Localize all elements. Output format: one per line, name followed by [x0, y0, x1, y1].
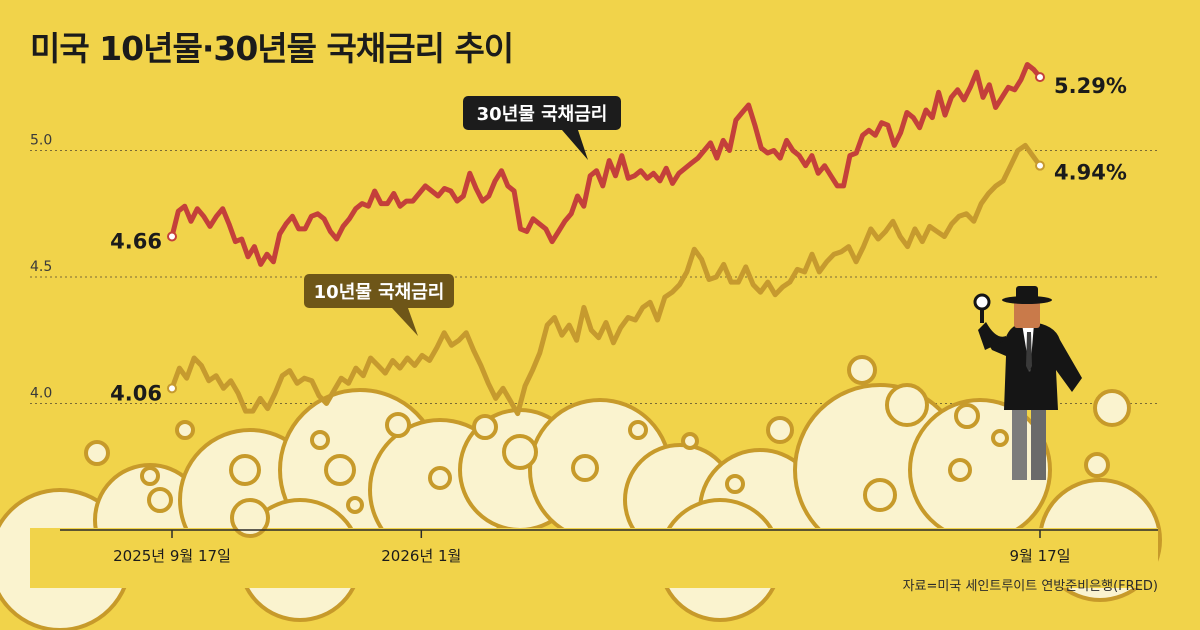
- series-10y-line: [169, 142, 1043, 417]
- x-tick-label: 9월 17일: [1010, 547, 1071, 565]
- cloud-puff: [954, 403, 980, 429]
- series-30y-line: [169, 62, 1043, 267]
- cloud-puff: [472, 414, 498, 440]
- detective-face: [1014, 300, 1040, 328]
- series-30y-end-point: [1035, 72, 1045, 83]
- cloud-puff: [948, 458, 972, 482]
- cloud-puff: [885, 383, 929, 427]
- detective-leg: [1012, 400, 1027, 480]
- clouds-foreground: [324, 454, 972, 490]
- cloud-puff: [140, 466, 160, 486]
- cloud-puff: [346, 496, 364, 514]
- cloud-puff: [681, 432, 699, 450]
- cloud-puff: [147, 487, 173, 513]
- cloud-puff: [324, 454, 356, 486]
- cloud-puff: [230, 498, 270, 538]
- cloud-puff: [175, 420, 195, 440]
- cloud-puff: [847, 355, 877, 385]
- cloud-puff: [84, 440, 110, 466]
- cloud-puff: [571, 454, 599, 482]
- detective-illustration: [973, 286, 1082, 480]
- page-title: 미국 10년물·30년물 국채금리 추이: [30, 29, 514, 68]
- magnifier-handle: [980, 309, 984, 323]
- detective-tie: [1026, 332, 1032, 372]
- cloud-puff: [385, 412, 411, 438]
- magnifying-glass-icon: [973, 293, 991, 311]
- series-30y-label-pointer: [562, 130, 588, 160]
- detective-coat: [986, 322, 1082, 410]
- cloud-puff: [502, 434, 538, 470]
- hat-icon: [1016, 286, 1038, 301]
- source-note: 자료=미국 세인트루이트 연방준비은행(FRED): [902, 579, 1158, 594]
- series-10y-label-box: [304, 274, 454, 308]
- series-10y-label-pointer: [392, 308, 418, 336]
- y-tick-label: 4.5: [30, 259, 52, 275]
- series-10y-end-point: [1035, 160, 1045, 171]
- cloud-puff: [428, 466, 452, 490]
- cloud-puff: [229, 454, 261, 486]
- cloud-puff: [725, 474, 745, 494]
- detective-arm: [978, 322, 1006, 350]
- series-10y-end-label: 4.94%: [1054, 161, 1127, 185]
- y-tick-label: 4.0: [30, 386, 52, 402]
- cloud-puff: [863, 478, 897, 512]
- series-10y-start-label: 4.06: [110, 381, 162, 405]
- detective-leg: [1031, 400, 1046, 480]
- cloud-puff: [766, 416, 794, 444]
- cloud-puff: [310, 430, 330, 450]
- x-tick-label: 2025년 9월 17일: [113, 547, 231, 565]
- series-30y-start-point: [167, 231, 177, 242]
- x-tick-label: 2026년 1월: [381, 547, 461, 565]
- series-10y-start-point: [167, 383, 177, 394]
- cloud-puff: [1093, 389, 1131, 427]
- y-tick-label: 5.0: [30, 133, 52, 149]
- cloud-puff: [1084, 452, 1110, 478]
- cloud-puff: [628, 420, 648, 440]
- series-30y-end-label: 5.29%: [1054, 74, 1127, 98]
- series-30y-label: 30년물 국채금리: [477, 104, 608, 125]
- series-30y-label-box: [463, 96, 621, 130]
- cloud-base: [30, 528, 1158, 588]
- cloud-puff: [908, 398, 1052, 542]
- series-10y-label: 10년물 국채금리: [314, 282, 445, 303]
- cloud-puff: [991, 429, 1009, 447]
- series-30y-start-label: 4.66: [110, 230, 162, 254]
